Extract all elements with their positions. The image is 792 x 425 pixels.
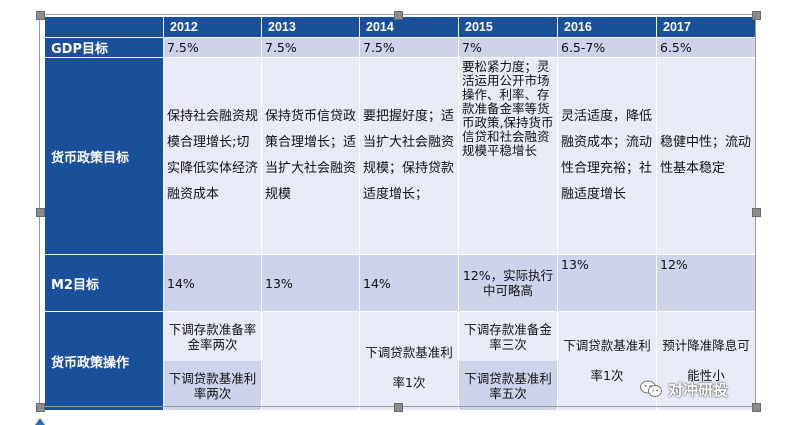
- policy-goal-2016: 灵活适度，降低融资成本；流动性合理充裕；社融适度增长: [557, 57, 657, 255]
- policy-goal-2012: 保持社会融资规模合理增长;切实降低实体经济融资成本: [163, 57, 262, 255]
- resize-handle-middle-right[interactable]: [752, 208, 761, 217]
- policy-goal-2013: 保持货币信贷政策合理增长；适当扩大社会融资规模: [261, 57, 360, 255]
- watermark-text: 对冲研投: [668, 380, 729, 399]
- gdp-2016: 6.5-7%: [557, 37, 657, 58]
- operation-2017: 预计降准降息可能性小: [656, 311, 756, 411]
- resize-handle-bottom-center[interactable]: [394, 403, 403, 412]
- operation-2012-rrr-cut: 下调存款准备率金率两次: [164, 312, 261, 361]
- resize-handle-bottom-right[interactable]: [752, 403, 761, 412]
- gdp-2012: 7.5%: [163, 37, 262, 58]
- m2-row: M2目标 14% 13% 14% 12%，实际执行中可略高 13% 12%: [44, 254, 756, 312]
- resize-handle-top-center[interactable]: [394, 11, 403, 20]
- resize-handle-middle-left[interactable]: [36, 208, 45, 217]
- operation-2012-rate-cut: 下调贷款基准利率两次: [164, 361, 261, 410]
- m2-2017: 12%: [656, 254, 756, 312]
- gdp-row: GDP目标 7.5% 7.5% 7.5% 7% 6.5-7% 6.5%: [44, 37, 756, 58]
- year-header-2012: 2012: [163, 16, 262, 38]
- policy-goal-2017: 稳健中性；流动性基本稳定: [656, 57, 756, 255]
- year-header-2017: 2017: [656, 16, 756, 38]
- m2-2016: 13%: [557, 254, 657, 312]
- year-header-2015: 2015: [458, 16, 558, 38]
- operation-row-label: 货币政策操作: [44, 311, 164, 411]
- gdp-row-label: GDP目标: [44, 37, 164, 58]
- operation-2015-rrr-cut: 下调存款准备金率三次: [459, 312, 557, 361]
- operation-2016: 下调贷款基准利率1次: [557, 311, 657, 411]
- gdp-2014: 7.5%: [359, 37, 459, 58]
- policy-goal-row: 货币政策目标 保持社会融资规模合理增长;切实降低实体经济融资成本 保持货币信贷政…: [44, 57, 756, 255]
- policy-goal-2014: 要把握好度；适当扩大社会融资规模；保持贷款适度增长；: [359, 57, 459, 255]
- wechat-icon: [640, 380, 662, 397]
- operation-2012: 下调存款准备率金率两次 下调贷款基准利率两次: [163, 311, 262, 411]
- gdp-2013: 7.5%: [261, 37, 360, 58]
- wechat-watermark: 对冲研投: [640, 376, 728, 402]
- m2-2012: 14%: [163, 254, 262, 312]
- header-corner: [44, 16, 164, 38]
- operation-2013: [261, 311, 360, 411]
- operation-2015-rate-cut: 下调贷款基准利率五次: [459, 361, 557, 410]
- m2-2013: 13%: [261, 254, 360, 312]
- resize-handle-bottom-left[interactable]: [36, 403, 45, 412]
- operation-row: 货币政策操作 下调存款准备率金率两次 下调贷款基准利率两次 下调贷款基准利率1次…: [44, 311, 756, 411]
- m2-row-label: M2目标: [44, 254, 164, 312]
- year-header-2013: 2013: [261, 16, 360, 38]
- policy-goal-2015: 要松紧力度；灵活运用公开市场操作、利率、存款准备金率等货币政策,保持货币信贷和社…: [458, 57, 558, 255]
- gdp-2017: 6.5%: [656, 37, 756, 58]
- operation-2014: 下调贷款基准利率1次: [359, 311, 459, 411]
- year-header-2014: 2014: [359, 16, 459, 38]
- operation-2015: 下调存款准备金率三次 下调贷款基准利率五次: [458, 311, 558, 411]
- rotation-marker-icon[interactable]: [35, 418, 45, 425]
- policy-goal-row-label: 货币政策目标: [44, 57, 164, 255]
- resize-handle-top-right[interactable]: [752, 11, 761, 20]
- m2-2014: 14%: [359, 254, 459, 312]
- monetary-policy-table[interactable]: 2012 2013 2014 2015 2016 2017 GDP目标 7.5%…: [44, 16, 756, 411]
- resize-handle-top-left[interactable]: [36, 11, 45, 20]
- gdp-2015: 7%: [458, 37, 558, 58]
- m2-2015: 12%，实际执行中可略高: [458, 254, 558, 312]
- year-header-2016: 2016: [557, 16, 657, 38]
